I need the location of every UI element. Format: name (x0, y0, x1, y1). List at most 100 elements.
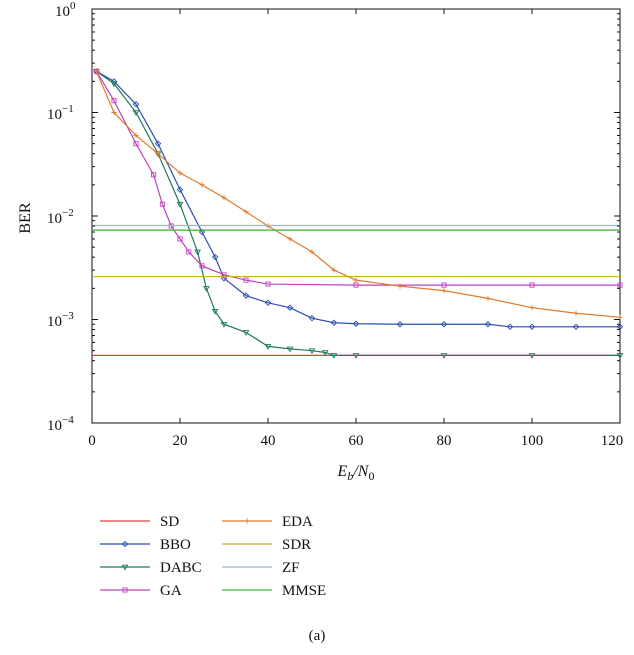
legend-label-zf: ZF (282, 560, 300, 576)
data-point-dabc (132, 110, 140, 116)
y-tick-label-1: 10−1 (47, 103, 74, 123)
legend-item-dabc: DABC (100, 560, 202, 576)
legend-label-sd: SD (160, 514, 179, 530)
legend-item-bbo: BBO (100, 537, 191, 553)
legend-item-zf: ZF (222, 560, 300, 576)
legend-label-eda: EDA (282, 514, 313, 530)
series-bbo (93, 68, 624, 331)
x-tick-labels: 0 20 40 60 80 100 120 (88, 433, 623, 449)
data-point-bbo (220, 275, 228, 282)
data-point-bbo (484, 320, 492, 328)
legend-item-ga: GA (100, 583, 182, 599)
y-axis-label: BER (17, 202, 34, 233)
data-point-eda (331, 267, 337, 273)
tick-layer (91, 8, 621, 424)
legend: SD BBO DABC GA EDA SDR ZF MMSE (100, 514, 326, 599)
data-point-bbo (396, 320, 404, 328)
x-tick-label-5: 100 (521, 433, 544, 449)
data-point-bbo (440, 320, 448, 328)
data-point-eda (243, 209, 249, 215)
data-point-eda (309, 249, 315, 255)
data-point-bbo (352, 320, 360, 327)
data-point-dabc (440, 353, 448, 359)
legend-item-sdr: SDR (222, 537, 311, 553)
series-dabc (93, 69, 624, 359)
data-point-bbo (572, 323, 580, 331)
x-tick-label-1: 20 (173, 433, 188, 449)
data-point-ga (199, 263, 205, 269)
data-point-dabc (264, 344, 272, 350)
data-point-eda (573, 310, 579, 316)
data-point-dabc (330, 353, 338, 359)
data-point-eda (111, 109, 117, 116)
data-point-eda (177, 170, 183, 176)
legend-item-sd: SD (100, 514, 179, 530)
x-tick-label-3: 60 (349, 433, 364, 449)
data-point-bbo (154, 140, 162, 147)
data-point-eda (287, 236, 293, 242)
data-point-bbo (330, 319, 338, 326)
series-ga (93, 68, 623, 288)
y-tick-label-4: 10−4 (47, 414, 74, 434)
data-point-bbo (308, 314, 316, 322)
data-point-bbo (176, 186, 184, 193)
data-point-ga (151, 172, 157, 178)
data-point-dabc (616, 353, 624, 359)
legend-label-mmse: MMSE (282, 583, 326, 599)
data-point-bbo (506, 323, 514, 331)
data-point-dabc (110, 81, 118, 88)
data-point-dabc (286, 346, 294, 353)
data-point-eda (441, 288, 447, 294)
data-point-dabc (194, 249, 201, 256)
y-tick-labels: 100 10−1 10−2 10−3 10−4 (47, 0, 76, 434)
x-axis-label: Eb/N0 (337, 463, 375, 483)
data-point-eda (199, 182, 205, 188)
data-point-ga (265, 281, 271, 287)
data-point-eda (397, 283, 403, 289)
data-point-ga (177, 236, 183, 242)
y-tick-label-0: 100 (55, 0, 76, 20)
data-point-dabc (176, 201, 184, 208)
data-point-dabc (352, 353, 360, 359)
legend-marker-eda (244, 518, 250, 524)
y-tick-label-2: 10−2 (47, 207, 74, 227)
legend-label-bbo: BBO (160, 537, 191, 553)
series-layer (92, 68, 624, 359)
data-point-dabc (528, 353, 536, 359)
y-tick-label-3: 10−3 (47, 310, 74, 330)
data-point-dabc (321, 350, 329, 356)
data-point-ga (159, 201, 165, 207)
data-point-ga (529, 282, 535, 288)
legend-item-eda: EDA (222, 514, 313, 530)
data-point-eda (353, 277, 359, 283)
data-point-eda (93, 68, 99, 74)
data-point-bbo (132, 101, 140, 108)
data-point-eda (485, 295, 491, 301)
data-point-eda (155, 151, 161, 157)
x-tick-label-6: 120 (601, 433, 624, 449)
series-line-dabc (96, 70, 620, 356)
legend-marker-dabc (121, 564, 129, 571)
legend-label-ga: GA (160, 583, 182, 599)
data-point-bbo (528, 323, 536, 331)
data-point-ga (186, 249, 192, 255)
series-line-bbo (96, 70, 620, 328)
data-point-bbo (198, 228, 206, 236)
data-point-eda (221, 195, 227, 201)
legend-label-sdr: SDR (282, 537, 311, 553)
legend-item-mmse: MMSE (222, 583, 326, 599)
x-tick-label-4: 80 (437, 433, 452, 449)
data-point-dabc (211, 309, 219, 315)
data-point-bbo (211, 253, 219, 261)
legend-marker-ga (122, 587, 128, 593)
data-point-ga (133, 141, 139, 147)
data-point-ga (111, 98, 117, 104)
x-tick-label-2: 40 (261, 433, 276, 449)
figure-caption: (a) (309, 628, 326, 644)
legend-marker-bbo (121, 540, 129, 548)
series-eda (93, 68, 623, 320)
data-point-ga (243, 277, 249, 283)
data-point-dabc (308, 348, 316, 355)
data-point-ga (617, 282, 623, 288)
